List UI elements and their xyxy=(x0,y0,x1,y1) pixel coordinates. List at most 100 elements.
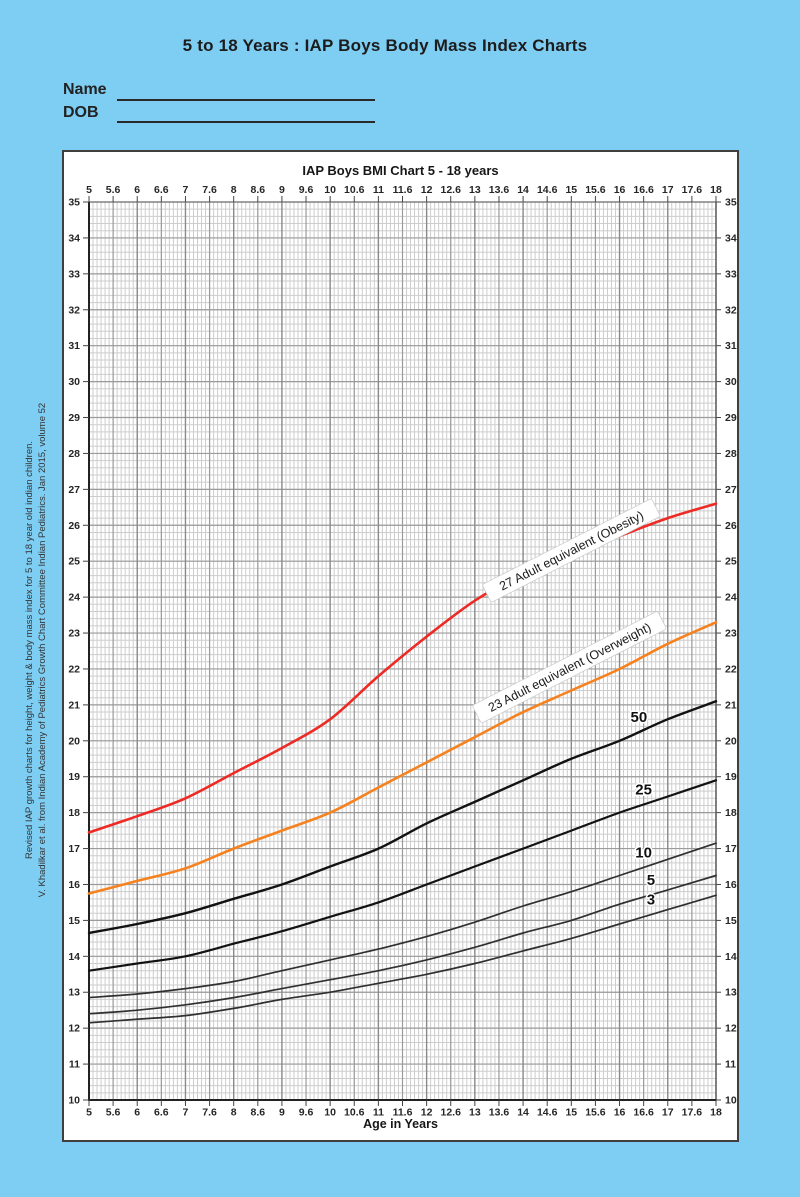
tick-label: 16.6 xyxy=(633,1107,654,1119)
percentile-label-5: 5 xyxy=(647,872,655,889)
tick-label: 12 xyxy=(421,184,433,196)
tick-label: 10 xyxy=(324,1107,336,1119)
tick-label: 14.6 xyxy=(537,184,558,196)
tick-label: 22 xyxy=(725,663,737,675)
tick-label: 27 xyxy=(68,484,80,496)
tick-label: 10.6 xyxy=(344,1107,365,1119)
tick-label: 33 xyxy=(725,268,737,280)
tick-label: 12 xyxy=(68,1023,80,1035)
tick-label: 33 xyxy=(68,268,80,280)
tick-label: 11.6 xyxy=(393,1107,413,1119)
curve-23-adult-equivalent-(overweight) xyxy=(87,621,718,895)
tick-label: 21 xyxy=(725,699,737,711)
tick-label: 17 xyxy=(662,1107,674,1119)
page-title: 5 to 18 Years : IAP Boys Body Mass Index… xyxy=(182,36,588,55)
x-axis-title: Age in Years xyxy=(363,1117,438,1131)
tick-label: 17.6 xyxy=(682,184,703,196)
tick-label: 22 xyxy=(68,663,80,675)
dob-label: DOB xyxy=(63,104,99,121)
tick-label: 12.6 xyxy=(441,1107,462,1119)
tick-label: 19 xyxy=(725,771,737,783)
tick-label: 15.6 xyxy=(585,184,606,196)
tick-label: 12 xyxy=(421,1107,433,1119)
tick-label: 16 xyxy=(725,879,737,891)
tick-label: 7.6 xyxy=(202,184,217,196)
tick-label: 26 xyxy=(725,520,737,532)
tick-label: 15.6 xyxy=(585,1107,606,1119)
tick-label: 25 xyxy=(725,556,737,568)
tick-label: 8 xyxy=(231,1107,237,1119)
tick-label: 28 xyxy=(68,448,80,460)
tick-label: 13.6 xyxy=(489,184,510,196)
tick-label: 19 xyxy=(68,771,80,783)
curve-50 xyxy=(87,700,718,935)
tick-label: 9.6 xyxy=(299,1107,314,1119)
tick-label: 24 xyxy=(725,592,737,604)
tick-label: 12.6 xyxy=(441,184,462,196)
curve-25 xyxy=(87,779,718,972)
citation: Revised IAP growth charts for height, we… xyxy=(23,360,49,940)
dob-entry-line xyxy=(117,121,375,123)
tick-label: 15 xyxy=(565,1107,577,1119)
tick-label: 17.6 xyxy=(682,1107,703,1119)
percentile-label-10: 10 xyxy=(635,844,652,861)
tick-label: 32 xyxy=(725,304,737,316)
tick-label: 6.6 xyxy=(154,184,169,196)
tick-label: 35 xyxy=(68,197,80,209)
tick-label: 13 xyxy=(725,987,737,999)
tick-label: 18 xyxy=(710,1107,722,1119)
tick-label: 7 xyxy=(183,184,189,196)
tick-label: 11 xyxy=(373,1107,384,1119)
tick-label: 10.6 xyxy=(344,184,365,196)
bmi-chart: 5 5 5.6 5.6 6 6 6.6 6.6 7 7 7.6 7.6 8 8 8.6 8.6 9 9 9.6 9.6… xyxy=(68,184,737,1119)
tick-label: 35 xyxy=(725,197,737,209)
tick-label: 5.6 xyxy=(106,184,121,196)
tick-label: 14 xyxy=(517,184,529,196)
tick-label: 11 xyxy=(373,184,384,196)
tick-label: 14 xyxy=(725,951,737,963)
tick-label: 10 xyxy=(725,1095,737,1107)
tick-label: 15 xyxy=(68,915,80,927)
tick-label: 13 xyxy=(469,1107,481,1119)
tick-label: 34 xyxy=(725,232,737,244)
tick-label: 21 xyxy=(68,699,80,711)
tick-label: 18 xyxy=(710,184,722,196)
tick-label: 13 xyxy=(68,987,80,999)
annotation-1: 23 Adult equivalent (Overweight) xyxy=(472,611,667,723)
tick-label: 11 xyxy=(725,1059,736,1071)
citation-line-1: Revised IAP growth charts for height, we… xyxy=(24,440,35,860)
tick-label: 29 xyxy=(68,412,80,424)
chart-panel: IAP Boys BMI Chart 5 - 18 years 5 5 5.6 5.6… xyxy=(62,150,739,1142)
curve-10 xyxy=(88,842,717,999)
tick-label: 16 xyxy=(614,184,626,196)
tick-label: 8.6 xyxy=(251,184,266,196)
tick-label: 34 xyxy=(68,232,80,244)
tick-label: 6.6 xyxy=(154,1107,169,1119)
name-entry-line xyxy=(117,99,375,101)
tick-label: 17 xyxy=(68,843,80,855)
curve-3 xyxy=(88,894,717,1024)
tick-label: 13.6 xyxy=(489,1107,510,1119)
tick-label: 32 xyxy=(68,304,80,316)
tick-label: 6 xyxy=(134,184,140,196)
percentile-label-25: 25 xyxy=(635,782,652,799)
tick-label: 23 xyxy=(725,628,737,640)
tick-label: 27 xyxy=(725,484,737,496)
tick-label: 14 xyxy=(68,951,80,963)
tick-label: 5 xyxy=(86,184,92,196)
name-label: Name xyxy=(63,81,107,98)
tick-label: 18 xyxy=(68,807,80,819)
tick-label: 24 xyxy=(68,592,80,604)
chart-title: IAP Boys BMI Chart 5 - 18 years xyxy=(302,163,499,178)
tick-label: 10 xyxy=(68,1095,80,1107)
tick-label: 28 xyxy=(725,448,737,460)
citation-line-2: V. Khadilkar et al. from Indian Academy … xyxy=(37,402,48,898)
tick-label: 18 xyxy=(725,807,737,819)
tick-label: 29 xyxy=(725,412,737,424)
percentile-label-3: 3 xyxy=(647,892,655,909)
tick-label: 25 xyxy=(68,556,80,568)
tick-label: 17 xyxy=(662,184,674,196)
tick-label: 12 xyxy=(725,1023,737,1035)
tick-label: 15 xyxy=(565,184,577,196)
